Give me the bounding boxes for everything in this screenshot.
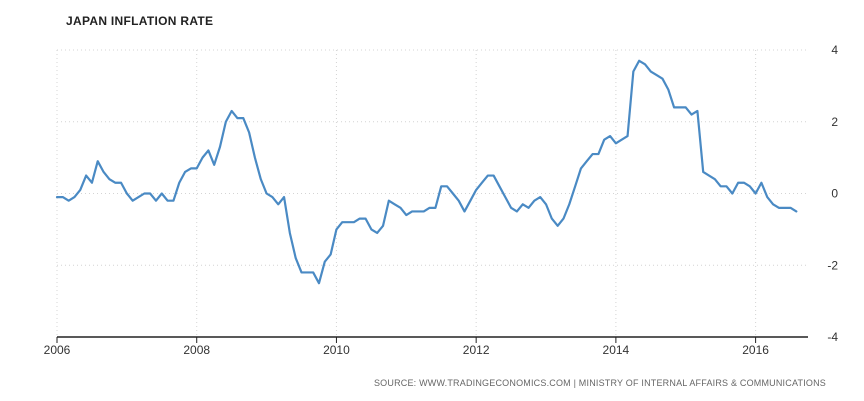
axis-layer	[56, 336, 808, 343]
x-tick-label: 2014	[603, 343, 630, 357]
y-tick-label: -2	[827, 258, 838, 272]
x-tick-labels: 2006 2008 2010 2012 2014 2016	[44, 343, 770, 357]
x-tick-label: 2016	[742, 343, 769, 357]
y-tick-label: 0	[831, 187, 838, 201]
chart-title: JAPAN INFLATION RATE	[66, 14, 213, 28]
y-tick-labels: 4 2 0 -2 -4	[827, 43, 838, 344]
y-tick-label: 2	[831, 115, 838, 129]
x-tick-label: 2006	[44, 343, 71, 357]
series-layer	[55, 59, 798, 285]
y-tick-label: 4	[831, 43, 838, 57]
source-text: SOURCE: WWW.TRADINGECONOMICS.COM | MINIS…	[374, 378, 826, 388]
x-tick-label: 2012	[463, 343, 490, 357]
grid-layer	[56, 49, 808, 337]
y-tick-label: -4	[827, 330, 838, 344]
x-tick-label: 2010	[323, 343, 350, 357]
x-tick-label: 2008	[183, 343, 210, 357]
series-line-0	[55, 59, 798, 285]
